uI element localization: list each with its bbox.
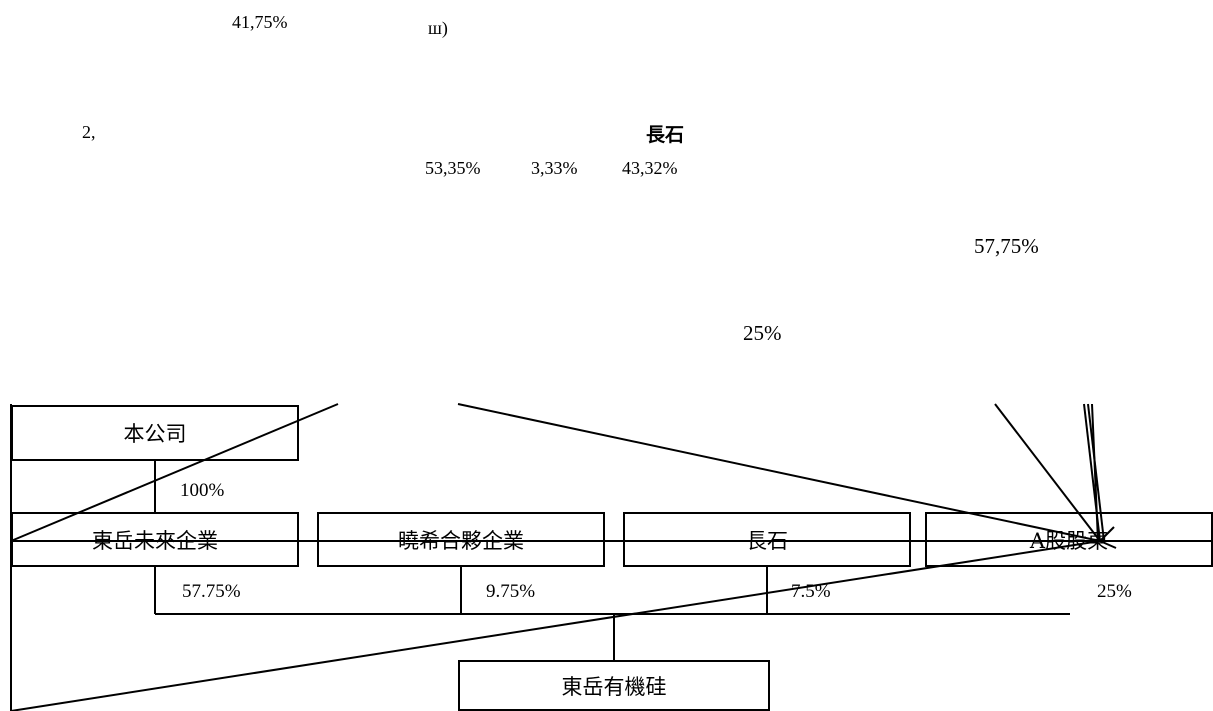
shareholder-box-changshi: 長石: [623, 512, 911, 567]
company-stake: 100%: [180, 480, 225, 501]
subsidiary-box: 東岳有機硅: [458, 660, 770, 711]
stake-label-dongyue-future: 57.75%: [182, 581, 241, 602]
stake-label-changshi: 7.5%: [791, 581, 831, 602]
fragment-num-2: 2,: [82, 122, 96, 142]
fragment-pct-25: 25%: [743, 321, 782, 345]
fragment-pct-57: 57,75%: [974, 234, 1039, 258]
subsidiary-label: 東岳有機硅: [561, 674, 667, 699]
fragment-pct-43: 43,32%: [622, 158, 678, 178]
company-box: 本公司: [11, 405, 299, 461]
company-label: 本公司: [123, 422, 187, 446]
fragment-pct-41: 41,75%: [232, 12, 288, 32]
stake-label-a-share: 25%: [1097, 581, 1132, 602]
fragment-pct-53: 53,35%: [425, 158, 481, 178]
fragment-changshi-bold: 長石: [646, 125, 685, 146]
fragment-pct-3: 3,33%: [531, 158, 578, 178]
shareholder-box-a-share: A股股東: [925, 512, 1213, 567]
fragment-glyph: ш): [428, 18, 448, 38]
stake-label-xiaoxi: 9.75%: [486, 581, 536, 602]
